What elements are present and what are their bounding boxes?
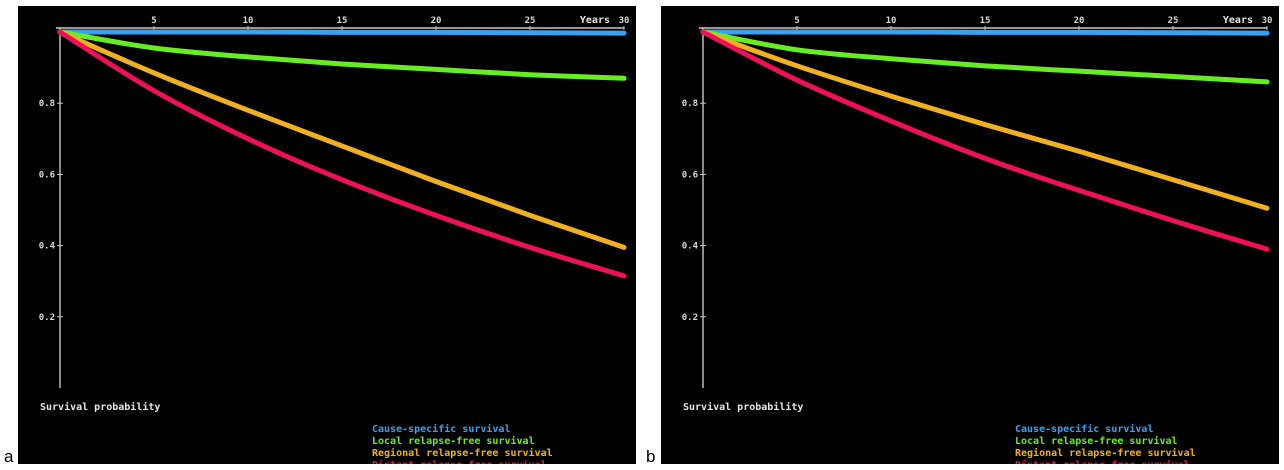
series-line-3: [57, 29, 627, 250]
x-tick-label: 15: [337, 16, 348, 26]
legend-entry-3: Regional relapse-free survival: [372, 447, 553, 459]
x-axis-title: Years: [580, 15, 610, 26]
y-tick-label: 0.2: [39, 313, 55, 323]
series-line-1: [57, 29, 627, 36]
legend-entry-4: Distant relapse-free survival: [1015, 459, 1190, 464]
x-tick-label: 20: [431, 16, 442, 26]
y-tick-label: 0.8: [682, 99, 698, 109]
y-axis-title: Survival probability: [40, 401, 160, 413]
x-tick-label: 10: [243, 16, 254, 26]
legend-entry-3: Regional relapse-free survival: [1015, 447, 1196, 459]
x-tick-label: 10: [886, 16, 897, 26]
x-tick-label: 30: [619, 16, 630, 26]
legend-entry-2: Local relapse-free survival: [1015, 435, 1178, 447]
legend-entry-1: Cause-specific survival: [1015, 423, 1153, 435]
y-tick-label: 0.4: [39, 242, 56, 252]
x-tick-label: 15: [980, 16, 991, 26]
y-axis-title: Survival probability: [683, 401, 803, 413]
series-line-2: [700, 29, 1270, 85]
series-line-4: [57, 29, 627, 279]
x-tick-label: 5: [794, 16, 799, 26]
legend-entry-4: Distant relapse-free survival: [372, 459, 547, 464]
survival-chart-b: 5 10 15 20 25 30 0.2 0.4 0.6 0.8 Years Survival pro…: [682, 15, 1273, 464]
chart-panel-b: 5 10 15 20 25 30 0.2 0.4 0.6 0.8 Years Survival pro…: [661, 6, 1279, 464]
series-line-2: [57, 29, 627, 81]
y-tick-label: 0.4: [682, 242, 699, 252]
series-line-4: [700, 29, 1270, 252]
x-tick-label: 20: [1074, 16, 1085, 26]
x-axis-title: Years: [1223, 15, 1253, 26]
x-tick-label: 25: [525, 16, 536, 26]
chart-panel-a: 5 10 15 20 25 30 0.2 0.4 0.6 0.8 Years Survival pro…: [18, 6, 636, 464]
legend-entry-1: Cause-specific survival: [372, 423, 510, 435]
x-tick-label: 25: [1168, 16, 1179, 26]
y-tick-label: 0.8: [39, 99, 55, 109]
y-tick-label: 0.6: [682, 170, 698, 180]
series-line-1: [700, 29, 1270, 36]
y-tick-label: 0.6: [39, 170, 55, 180]
legend-entry-2: Local relapse-free survival: [372, 435, 535, 447]
series-line-3: [700, 29, 1270, 211]
survival-chart-a: 5 10 15 20 25 30 0.2 0.4 0.6 0.8 Years Survival pro…: [39, 15, 630, 464]
panel-label-a: a: [4, 447, 14, 466]
x-tick-label: 5: [151, 16, 156, 26]
y-tick-label: 0.2: [682, 313, 698, 323]
x-tick-label: 30: [1262, 16, 1273, 26]
panel-label-b: b: [646, 447, 656, 466]
